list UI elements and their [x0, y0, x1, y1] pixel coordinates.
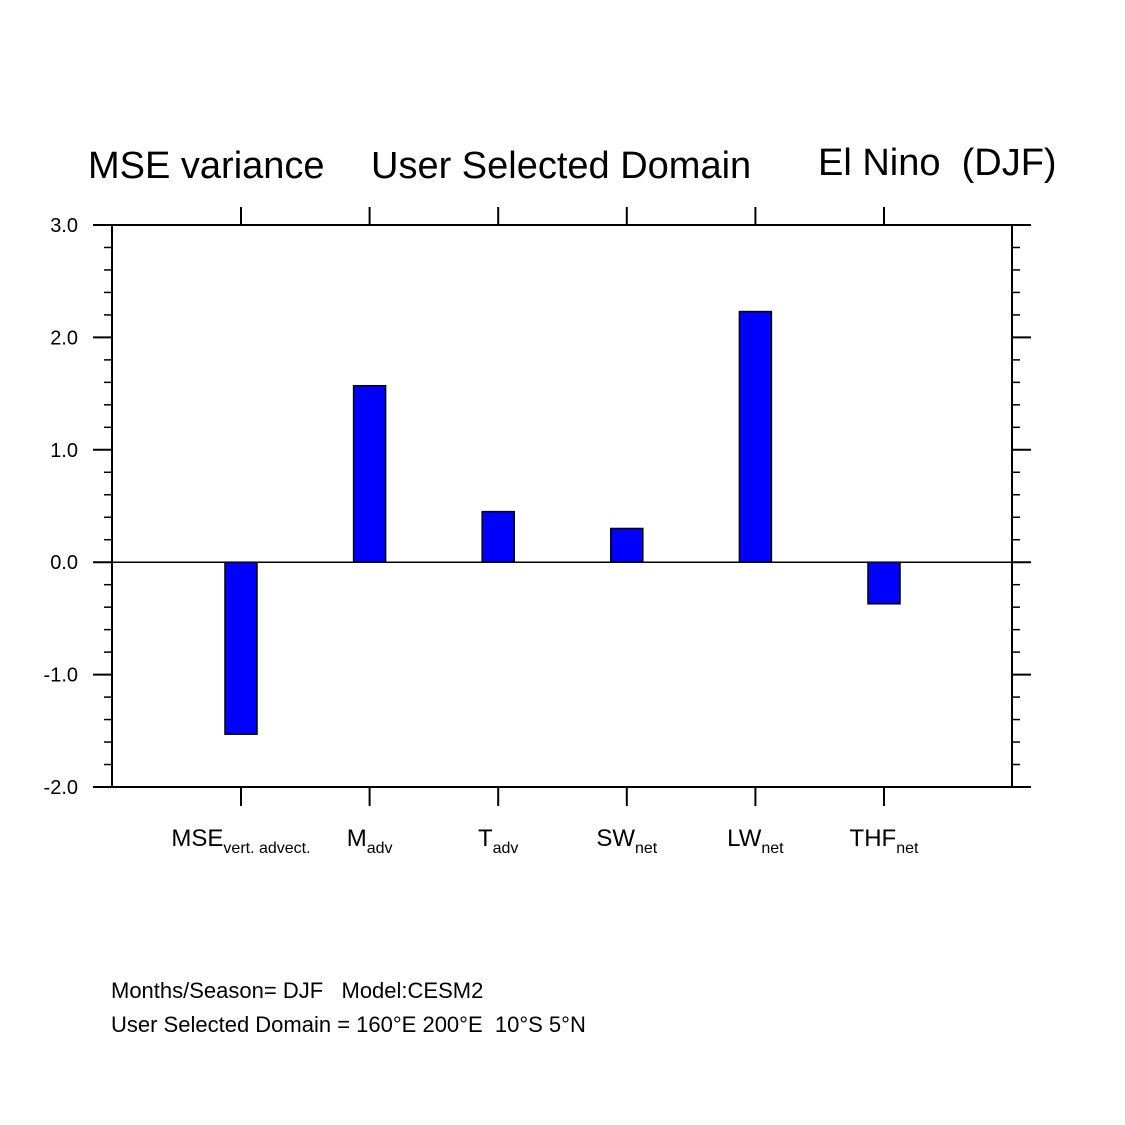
x-tick-label-subscript: net — [635, 840, 658, 857]
footer-season-model: Months/Season= DJF Model:CESM2 — [111, 978, 484, 1003]
x-tick-label-subscript: vert. advect. — [223, 840, 310, 857]
bars-layer — [224, 310, 901, 735]
bar — [610, 527, 644, 563]
y-tick-label: 0.0 — [50, 552, 78, 574]
bar — [224, 561, 258, 735]
x-tick-label-subscript: net — [896, 840, 919, 857]
y-tick-label: 1.0 — [50, 440, 78, 462]
x-tick-label: LWnet — [727, 825, 784, 857]
x-tick-label-main: MSE — [171, 825, 223, 852]
x-tick-label-subscript: net — [761, 840, 784, 857]
x-tick-label: THFnet — [850, 825, 919, 857]
bar — [352, 384, 387, 563]
x-tick-label-main: SW — [596, 825, 635, 852]
x-tick-label: Tadv — [478, 825, 518, 857]
plot-frame — [111, 224, 1013, 788]
footer-domain: User Selected Domain = 160°E 200°E 10°S … — [111, 1012, 586, 1037]
x-tick-label-main: M — [347, 825, 367, 852]
x-tick-label-main: LW — [727, 825, 762, 852]
y-tick-label: 2.0 — [50, 327, 78, 349]
bar — [867, 561, 901, 605]
x-tick-label-subscript: adv — [493, 840, 519, 857]
bar — [481, 510, 515, 563]
chart-title-right: El Nino (DJF) — [818, 142, 1057, 184]
y-tick-label: -2.0 — [44, 777, 78, 799]
y-tick-label: -1.0 — [44, 665, 78, 687]
y-tick-label: 3.0 — [50, 215, 78, 237]
x-tick-label: SWnet — [596, 825, 657, 857]
chart-title-center: User Selected Domain — [371, 145, 752, 187]
x-tick-label: Madv — [347, 825, 393, 857]
axes-layer: 3.0 2.0 1.0 0.0 -1.0 -2.0 MSEvert. advect. Madv… — [44, 207, 1031, 857]
chart-title-left: MSE variance — [88, 145, 325, 187]
x-tick-label-main: THF — [850, 825, 897, 852]
x-tick-label: MSEvert. advect. — [171, 825, 310, 857]
x-tick-label-main: T — [478, 825, 493, 852]
bar — [738, 310, 773, 563]
x-tick-label-subscript: adv — [367, 840, 393, 857]
